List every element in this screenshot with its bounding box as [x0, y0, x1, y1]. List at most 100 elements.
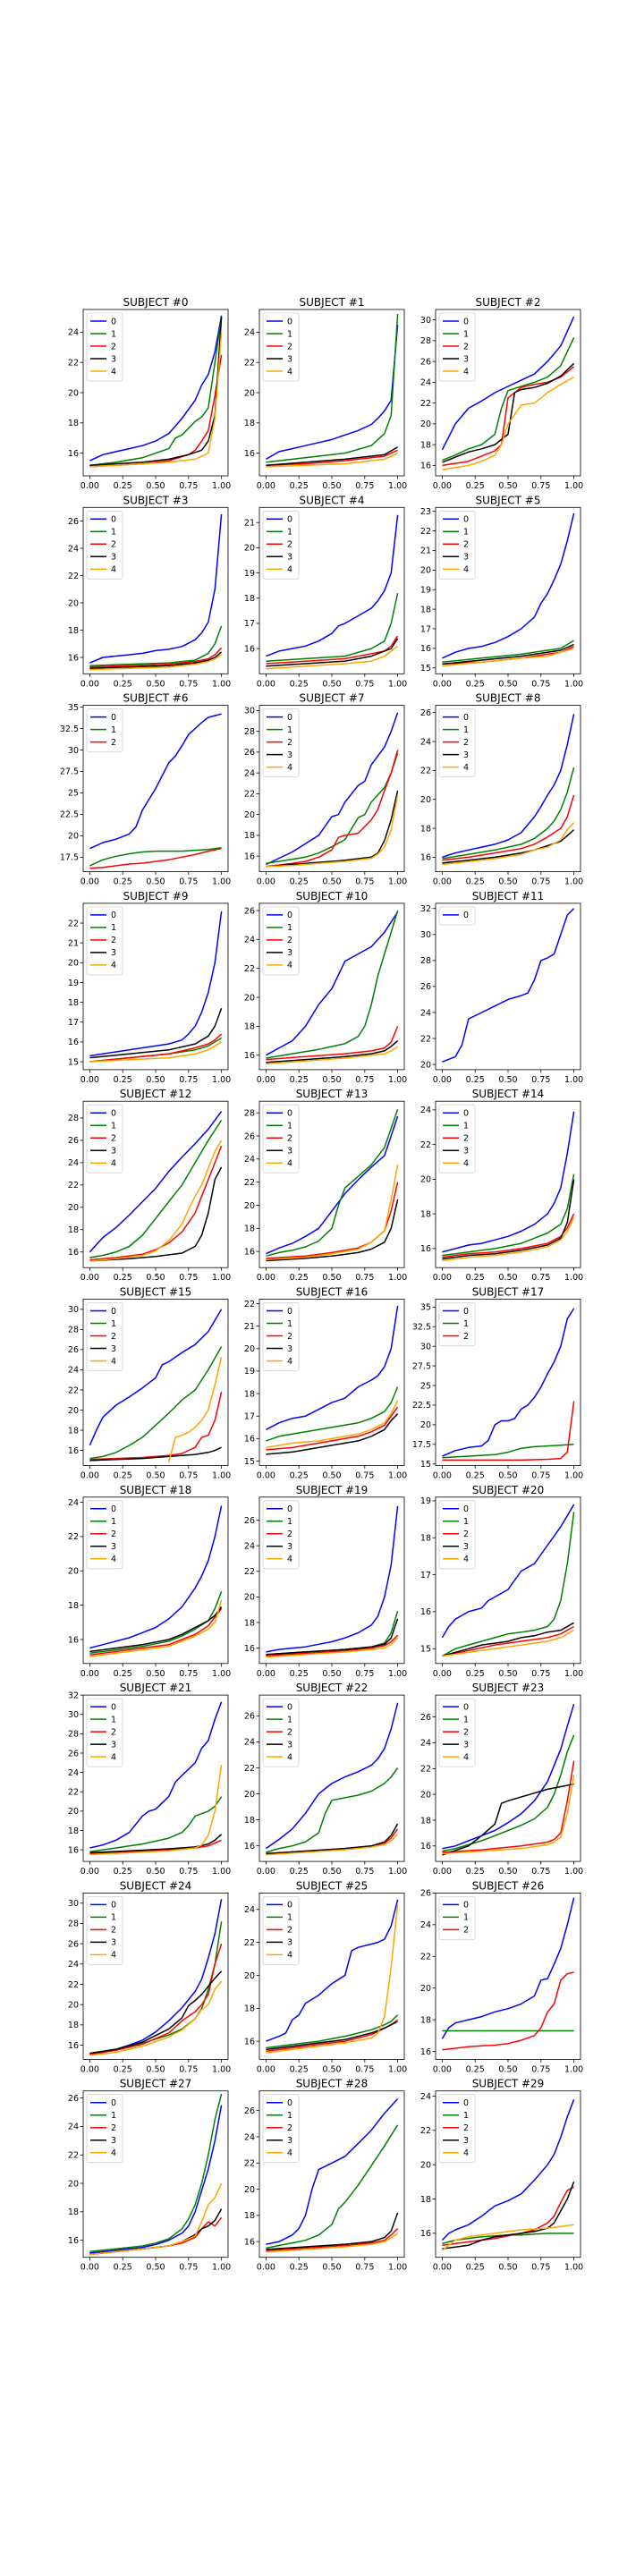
y-tick-label: 18: [420, 1209, 431, 1219]
x-tick-label: 0.50: [146, 481, 165, 491]
series-line-2: [266, 635, 399, 665]
y-tick-label: 16: [244, 644, 255, 654]
x-tick-label: 0.50: [498, 1471, 517, 1481]
x-tick-label: 0.00: [80, 877, 99, 887]
x-tick-label: 0.00: [257, 2263, 275, 2273]
x-tick-label: 1.00: [564, 2064, 583, 2074]
y-tick-label: 15: [420, 1645, 431, 1655]
series-line-4: [89, 2182, 223, 2256]
y-tick-label: 18: [244, 1224, 255, 1234]
y-tick-label: 25: [420, 1381, 431, 1391]
x-tick-label: 1.00: [564, 1669, 583, 1679]
y-tick-label: 22: [68, 358, 79, 368]
x-tick-label: 0.50: [498, 679, 517, 689]
series-line-2: [266, 750, 399, 868]
y-tick-label: 26: [420, 1889, 431, 1899]
x-tick-label: 0.00: [80, 1867, 99, 1877]
series-line-0: [441, 1504, 575, 1639]
x-tick-label: 1.00: [212, 877, 231, 887]
subplot-title: SUBJECT #11: [472, 890, 545, 902]
x-tick-label: 0.75: [531, 1669, 550, 1679]
legend-label: 1: [463, 528, 469, 538]
legend-label: 2: [287, 1926, 292, 1936]
legend-box: [86, 1500, 123, 1570]
subplot-5: SUBJECT #5 0.00 0.25 0.50 0.75 1.00 15 16 17 18 19…: [420, 494, 583, 689]
legend-label: 4: [287, 2148, 292, 2158]
legend-label: 4: [463, 367, 469, 377]
y-tick-label: 16: [68, 1038, 79, 1047]
y-tick-label: 22: [68, 919, 79, 928]
x-tick-label: 0.50: [322, 2263, 341, 2273]
legend-box: [438, 1302, 476, 1346]
x-tick-label: 0.75: [355, 1075, 374, 1085]
y-tick-label: 15: [68, 1057, 79, 1067]
x-tick-label: 0.25: [290, 1273, 309, 1283]
legend-label: 1: [287, 329, 292, 339]
legend-label: 1: [463, 1913, 469, 1923]
x-tick-label: 0.25: [466, 2263, 485, 2273]
subplot-21: SUBJECT #210.00 0.25 0.50 0.75 1.00161820222…: [68, 1682, 231, 1877]
legend-box: [438, 1698, 476, 1767]
x-tick-label: 0.75: [355, 679, 374, 689]
legend-label: 1: [287, 1517, 292, 1527]
y-tick-label: 16: [420, 2047, 431, 2057]
y-tick-label: 16: [68, 653, 79, 663]
series-line-3: [442, 2182, 575, 2250]
legend-label: 0: [287, 1504, 292, 1514]
x-tick-label: 0.50: [498, 1273, 517, 1283]
y-tick-label: 22: [420, 1140, 431, 1150]
y-tick-label: 17: [244, 1412, 255, 1422]
legend-box: [438, 312, 476, 382]
legend: 0 1 2 3 4: [438, 1698, 476, 1767]
y-tick-label: 16: [420, 644, 431, 654]
series-line-2: [89, 1607, 223, 1656]
y-tick-label: 18: [420, 605, 431, 614]
x-tick-label: 1.00: [564, 1273, 583, 1283]
series-line-3: [266, 1199, 399, 1262]
legend-box: [86, 510, 123, 580]
y-tick-label: 16: [244, 1644, 255, 1654]
legend-label: 0: [287, 1702, 292, 1712]
x-tick-label: 0.25: [466, 679, 485, 689]
series-line-2: [266, 1406, 399, 1451]
x-tick-label: 1.00: [212, 2064, 231, 2074]
legend-label: 4: [111, 961, 116, 970]
legend-box: [438, 510, 476, 580]
x-tick-label: 0.25: [114, 2064, 132, 2074]
y-tick-label: 32.5: [412, 1323, 431, 1333]
legend-label: 1: [287, 1122, 292, 1131]
subplot-19: SUBJECT #190.00 0.25 0.50 0.75 1.00161820222…: [244, 1484, 407, 1679]
legend-label: 1: [287, 1715, 292, 1724]
y-tick-label: 16: [244, 1247, 255, 1257]
y-tick-label: 28: [244, 1108, 255, 1118]
x-tick-label: 1.00: [212, 679, 231, 689]
x-tick-label: 0.75: [531, 2064, 550, 2074]
subplot-title: SUBJECT #17: [472, 1286, 545, 1299]
subplot-title: SUBJECT #7: [300, 692, 365, 705]
series-line-3: [89, 1446, 222, 1462]
series-line-4: [442, 1216, 575, 1262]
series-line-1: [89, 1119, 223, 1258]
legend: 0 1 2 3 4: [262, 1500, 300, 1570]
y-tick-label: 18: [68, 1826, 79, 1836]
legend-box: [86, 312, 123, 382]
x-tick-label: 0.50: [322, 679, 341, 689]
legend-label: 0: [111, 2098, 116, 2108]
x-tick-label: 0.25: [114, 877, 132, 887]
legend-label: 4: [463, 763, 469, 773]
legend-label: 0: [463, 515, 469, 525]
y-tick-label: 16: [244, 449, 255, 459]
legend-label: 4: [111, 1951, 116, 1961]
x-tick-label: 0.50: [322, 2064, 341, 2074]
x-tick-label: 1.00: [212, 1867, 231, 1877]
subplot-7: SUBJECT #70.00 0.25 0.50 0.75 1.001618202224…: [244, 692, 407, 887]
legend-label: 1: [463, 1122, 469, 1131]
legend-label: 3: [111, 1938, 116, 1948]
series-line-3: [442, 1179, 575, 1260]
x-tick-label: 0.75: [355, 2064, 374, 2074]
x-tick-label: 0.00: [433, 1471, 452, 1481]
legend-label: 0: [287, 317, 292, 326]
legend-label: 2: [287, 936, 292, 945]
y-tick-label: 22: [68, 1532, 79, 1542]
